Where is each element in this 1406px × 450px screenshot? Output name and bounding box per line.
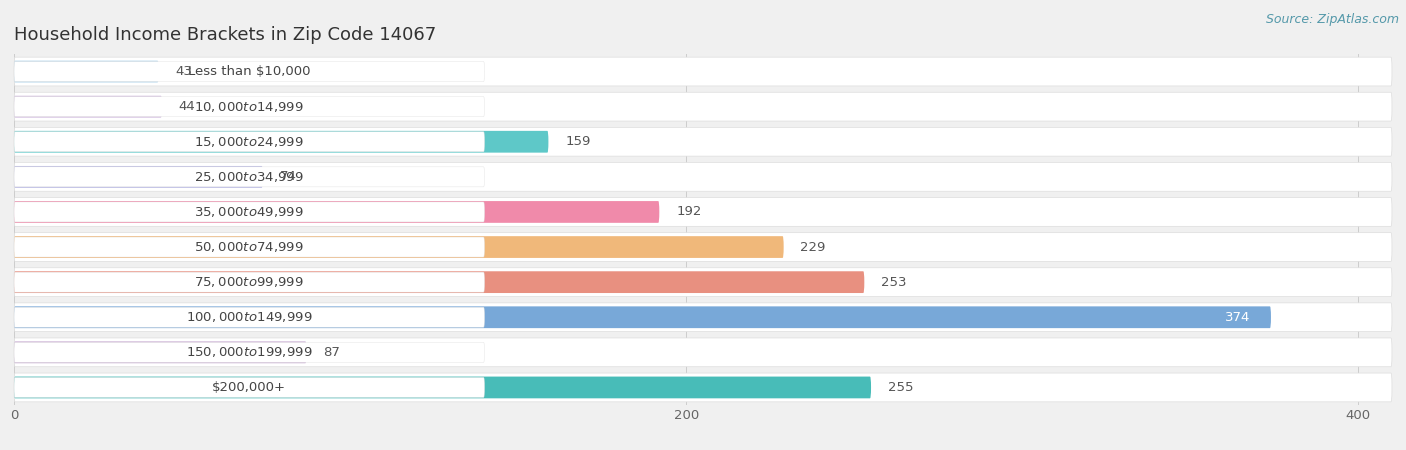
- FancyBboxPatch shape: [14, 57, 1392, 86]
- Text: $200,000+: $200,000+: [212, 381, 287, 394]
- FancyBboxPatch shape: [14, 237, 485, 257]
- Text: Less than $10,000: Less than $10,000: [188, 65, 311, 78]
- Text: 253: 253: [882, 276, 907, 288]
- FancyBboxPatch shape: [14, 202, 485, 222]
- FancyBboxPatch shape: [14, 162, 1392, 191]
- FancyBboxPatch shape: [14, 96, 162, 117]
- FancyBboxPatch shape: [14, 342, 485, 362]
- Text: 74: 74: [280, 171, 297, 183]
- FancyBboxPatch shape: [14, 166, 263, 188]
- Text: Household Income Brackets in Zip Code 14067: Household Income Brackets in Zip Code 14…: [14, 26, 436, 44]
- FancyBboxPatch shape: [14, 268, 1392, 297]
- Text: 192: 192: [676, 206, 702, 218]
- FancyBboxPatch shape: [14, 198, 1392, 226]
- FancyBboxPatch shape: [14, 338, 1392, 367]
- FancyBboxPatch shape: [14, 342, 307, 363]
- FancyBboxPatch shape: [14, 132, 485, 152]
- Text: $75,000 to $99,999: $75,000 to $99,999: [194, 275, 304, 289]
- FancyBboxPatch shape: [14, 378, 485, 397]
- FancyBboxPatch shape: [14, 272, 485, 292]
- Text: 255: 255: [887, 381, 914, 394]
- FancyBboxPatch shape: [14, 127, 1392, 156]
- Text: $150,000 to $199,999: $150,000 to $199,999: [186, 345, 312, 360]
- FancyBboxPatch shape: [14, 233, 1392, 261]
- Text: 87: 87: [323, 346, 340, 359]
- Text: $25,000 to $34,999: $25,000 to $34,999: [194, 170, 304, 184]
- Text: $10,000 to $14,999: $10,000 to $14,999: [194, 99, 304, 114]
- FancyBboxPatch shape: [14, 236, 783, 258]
- FancyBboxPatch shape: [14, 92, 1392, 121]
- Text: Source: ZipAtlas.com: Source: ZipAtlas.com: [1265, 14, 1399, 27]
- FancyBboxPatch shape: [14, 61, 159, 82]
- FancyBboxPatch shape: [14, 377, 872, 398]
- FancyBboxPatch shape: [14, 271, 865, 293]
- Text: 374: 374: [1226, 311, 1251, 324]
- FancyBboxPatch shape: [14, 201, 659, 223]
- Text: $100,000 to $149,999: $100,000 to $149,999: [186, 310, 312, 324]
- FancyBboxPatch shape: [14, 307, 485, 327]
- Text: $50,000 to $74,999: $50,000 to $74,999: [194, 240, 304, 254]
- Text: 229: 229: [800, 241, 825, 253]
- FancyBboxPatch shape: [14, 97, 485, 117]
- FancyBboxPatch shape: [14, 167, 485, 187]
- Text: $15,000 to $24,999: $15,000 to $24,999: [194, 135, 304, 149]
- FancyBboxPatch shape: [14, 373, 1392, 402]
- Text: 44: 44: [179, 100, 195, 113]
- Text: 159: 159: [565, 135, 591, 148]
- FancyBboxPatch shape: [14, 62, 485, 81]
- Text: 43: 43: [176, 65, 193, 78]
- FancyBboxPatch shape: [14, 306, 1271, 328]
- FancyBboxPatch shape: [14, 303, 1392, 332]
- Text: $35,000 to $49,999: $35,000 to $49,999: [194, 205, 304, 219]
- FancyBboxPatch shape: [14, 131, 548, 153]
